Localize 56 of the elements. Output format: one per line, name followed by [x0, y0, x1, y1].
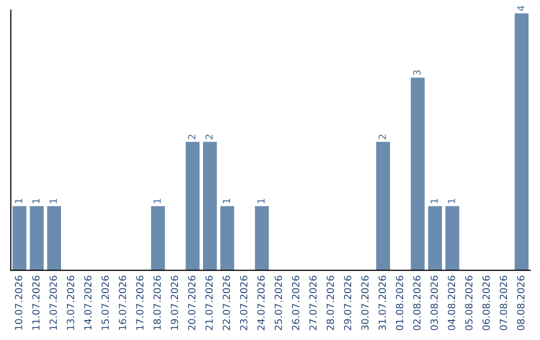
bar [445, 206, 460, 270]
x-tick-label: 29.07.2026 [344, 276, 352, 330]
x-tick-label: 12.07.2026 [50, 276, 57, 330]
data-label: 3 [413, 70, 421, 75]
bar [514, 13, 529, 270]
x-tick-label: 05.08.2026 [465, 276, 472, 330]
data-label: 1 [15, 198, 22, 204]
x-tick-label: 31.07.2026 [378, 276, 386, 330]
data-label: 1 [50, 198, 57, 204]
data-label: 1 [154, 198, 161, 204]
x-tick-label: 13.07.2026 [66, 276, 74, 330]
x-tick-label: 20.07.2026 [188, 276, 196, 330]
x-tick-label: 10.07.2026 [14, 276, 22, 330]
x-tick-label: 25.07.2026 [274, 276, 282, 330]
bar [410, 78, 425, 270]
x-tick-label: 01.08.2026 [396, 276, 404, 330]
x-tick-label: 02.08.2026 [413, 276, 421, 330]
x-tick-label: 24.07.2026 [257, 276, 265, 330]
data-label: 4 [517, 6, 524, 12]
x-tick-label: 08.08.2026 [517, 276, 524, 330]
x-tick-label: 21.07.2026 [205, 276, 213, 330]
x-tick-label: 18.07.2026 [153, 276, 161, 330]
data-label: 1 [448, 198, 456, 204]
x-tick-label: 03.08.2026 [430, 276, 438, 330]
bar [254, 206, 269, 270]
data-label: 2 [205, 134, 213, 140]
data-label: 2 [188, 134, 196, 140]
x-tick-label: 30.07.2026 [361, 276, 369, 330]
x-tick-label: 16.07.2026 [118, 276, 126, 330]
bar [30, 206, 44, 270]
x-tick-label: 27.07.2026 [309, 276, 317, 330]
bar [47, 206, 62, 270]
x-tick-label: 17.07.2026 [136, 276, 144, 330]
bar [428, 206, 442, 270]
data-label: 1 [222, 198, 230, 204]
x-tick-label: 15.07.2026 [102, 276, 109, 330]
x-tick-label: 28.07.2026 [326, 276, 334, 330]
x-tick-label: 06.08.2026 [482, 276, 490, 330]
x-tick-label: 14.07.2026 [84, 276, 92, 330]
x-tick-label: 04.08.2026 [448, 276, 456, 330]
bar [151, 206, 165, 270]
bar [203, 142, 217, 270]
bar [12, 206, 26, 270]
x-tick-label: 19.07.2026 [170, 276, 178, 330]
data-label: 1 [257, 198, 265, 204]
bar [220, 206, 234, 270]
x-tick-label: 23.07.2026 [240, 276, 248, 330]
x-tick-label: 07.08.2026 [500, 276, 508, 330]
bar [186, 142, 200, 270]
data-label: 1 [32, 198, 40, 204]
data-label: 1 [430, 198, 438, 204]
data-label: 2 [378, 134, 386, 140]
bar [376, 142, 390, 270]
x-tick-label: 11.07.2026 [32, 276, 40, 330]
x-tick-label: 22.07.2026 [222, 276, 230, 330]
x-tick-label: 26.07.2026 [292, 276, 300, 330]
